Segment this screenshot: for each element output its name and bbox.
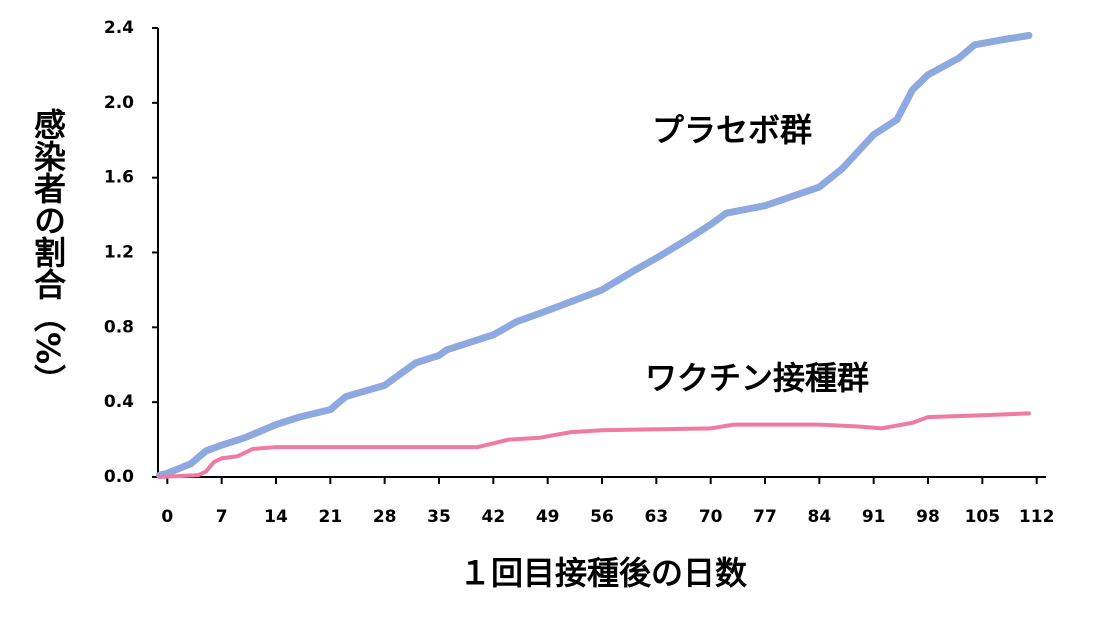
y-axis-title: 感染者の割合（%） xyxy=(29,108,67,396)
y-tick-label: 2.0 xyxy=(104,93,134,113)
y-tick-label: 0.8 xyxy=(104,317,134,337)
series-line xyxy=(156,31,1033,479)
x-tick-label: 91 xyxy=(862,507,886,527)
x-tick-label: 35 xyxy=(427,507,451,527)
x-tick-label: 105 xyxy=(965,507,1001,527)
x-tick-label: 0 xyxy=(161,507,173,527)
x-tick-label: 77 xyxy=(753,507,777,527)
annotation: ワクチン接種群 xyxy=(645,359,869,397)
y-tick-label: 1.6 xyxy=(104,168,134,188)
x-tick-label: 14 xyxy=(264,507,288,527)
x-tick-label: 56 xyxy=(590,507,614,527)
x-axis-title: １回目接種後の日数 xyxy=(459,554,748,592)
x-tick-label: 42 xyxy=(481,507,505,527)
x-tick-label: 112 xyxy=(1019,507,1055,527)
y-tick-label: 0.4 xyxy=(104,392,134,412)
y-tick-label: 0.0 xyxy=(104,467,134,487)
y-tick-label: 2.4 xyxy=(104,18,134,38)
y-tick-label: 1.2 xyxy=(104,243,134,263)
x-tick-label: 70 xyxy=(699,507,723,527)
x-tick-label: 84 xyxy=(808,507,832,527)
x-tick-label: 98 xyxy=(916,507,940,527)
x-tick-label: 49 xyxy=(536,507,560,527)
series-line xyxy=(157,411,1031,479)
annotation: プラセボ群 xyxy=(652,111,812,149)
x-tick-label: 7 xyxy=(216,507,228,527)
x-tick-label: 63 xyxy=(644,507,668,527)
x-tick-label: 28 xyxy=(373,507,397,527)
x-tick-label: 21 xyxy=(318,507,342,527)
